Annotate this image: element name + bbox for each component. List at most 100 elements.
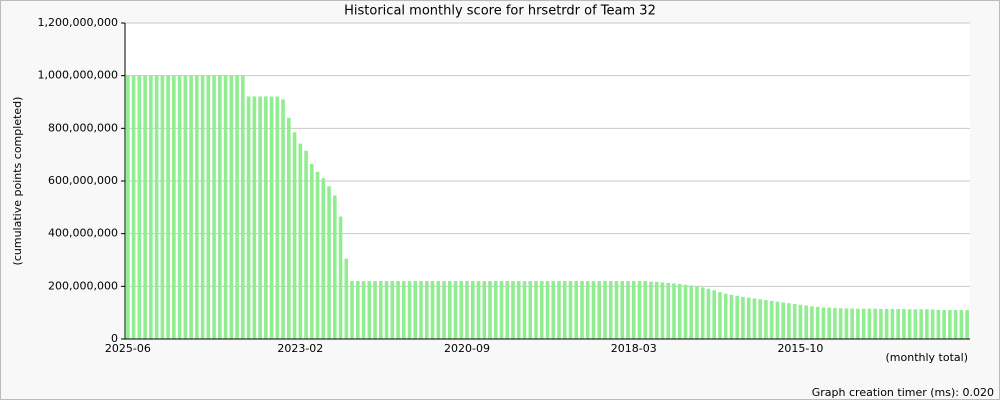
bar [568, 281, 573, 339]
x-tick-label: 2025-06 [105, 342, 151, 355]
bar [890, 308, 895, 339]
bar [752, 298, 757, 339]
y-tick-label: 400,000,000 [48, 227, 118, 240]
bar [298, 143, 303, 339]
bar [137, 75, 142, 340]
bar [154, 75, 159, 340]
bar [424, 281, 429, 339]
bar [781, 302, 785, 339]
bar [476, 281, 481, 339]
bar [953, 310, 958, 339]
bar [879, 308, 883, 339]
bar [384, 281, 389, 339]
bar [258, 96, 262, 339]
bar [723, 293, 728, 339]
bar [223, 75, 228, 340]
bar [321, 178, 326, 339]
bar [212, 75, 216, 340]
bar [407, 281, 412, 339]
bar [269, 96, 274, 339]
bar [689, 285, 694, 339]
y-tick-label: 1,000,000,000 [38, 69, 118, 82]
bar [539, 281, 544, 339]
bar [327, 186, 331, 339]
bar [252, 96, 257, 339]
bar [166, 75, 170, 340]
bar [649, 281, 653, 339]
bar [177, 75, 182, 340]
bar [792, 303, 797, 339]
bar [338, 216, 343, 339]
bar [672, 283, 676, 339]
bar [304, 150, 308, 339]
x-tick-label: 2020-09 [444, 342, 490, 355]
bar [608, 281, 613, 339]
bar [631, 281, 636, 339]
y-tick-label: 1,200,000,000 [38, 16, 118, 29]
bar [902, 308, 906, 339]
bar [764, 300, 768, 339]
bar [350, 281, 354, 339]
bar [281, 99, 285, 339]
x-tick-label: 2015-10 [777, 342, 823, 355]
bar [729, 294, 734, 339]
bar [930, 309, 935, 339]
bar [229, 75, 234, 340]
bar [626, 281, 630, 339]
bar [361, 281, 366, 339]
bar [666, 282, 671, 339]
bar [235, 75, 239, 340]
x-axis-note: (monthly total) [886, 351, 969, 364]
bar [482, 281, 487, 339]
bar [637, 281, 642, 339]
bar [769, 300, 774, 339]
bar [838, 308, 843, 339]
bar [333, 195, 337, 339]
bar [499, 281, 504, 339]
bar [700, 287, 705, 339]
bar [873, 308, 877, 339]
bar [390, 281, 395, 339]
bar [562, 281, 567, 339]
bar [942, 310, 946, 339]
bar [160, 75, 165, 340]
bar [856, 308, 860, 339]
bar [654, 281, 659, 339]
bar [470, 281, 475, 339]
y-tick-label: 600,000,000 [48, 174, 118, 187]
bar [815, 306, 820, 339]
bar [677, 283, 682, 339]
bar [436, 281, 441, 339]
bar [821, 307, 826, 339]
bar [465, 281, 469, 339]
bar [493, 281, 498, 339]
bar [241, 75, 245, 340]
bar [833, 307, 837, 339]
bar [884, 308, 889, 339]
bar [356, 281, 360, 339]
bar [396, 281, 400, 339]
bar [597, 281, 602, 339]
bar [683, 284, 688, 339]
bar [287, 117, 291, 339]
chart-title: Historical monthly score for hrsetrdr of… [344, 4, 656, 19]
bar [557, 281, 561, 339]
bar [143, 75, 147, 340]
bar [907, 309, 912, 339]
bar [545, 281, 550, 339]
bar [206, 75, 211, 340]
bar [741, 296, 745, 339]
bar [367, 281, 372, 339]
bar [643, 281, 648, 339]
bar [585, 281, 590, 339]
bar [246, 96, 251, 339]
bar [488, 281, 492, 339]
bar [373, 281, 377, 339]
bar [620, 281, 625, 339]
bar [516, 281, 521, 339]
bar [746, 297, 751, 339]
bar [614, 281, 619, 339]
bar [948, 310, 952, 339]
bar [936, 309, 941, 339]
